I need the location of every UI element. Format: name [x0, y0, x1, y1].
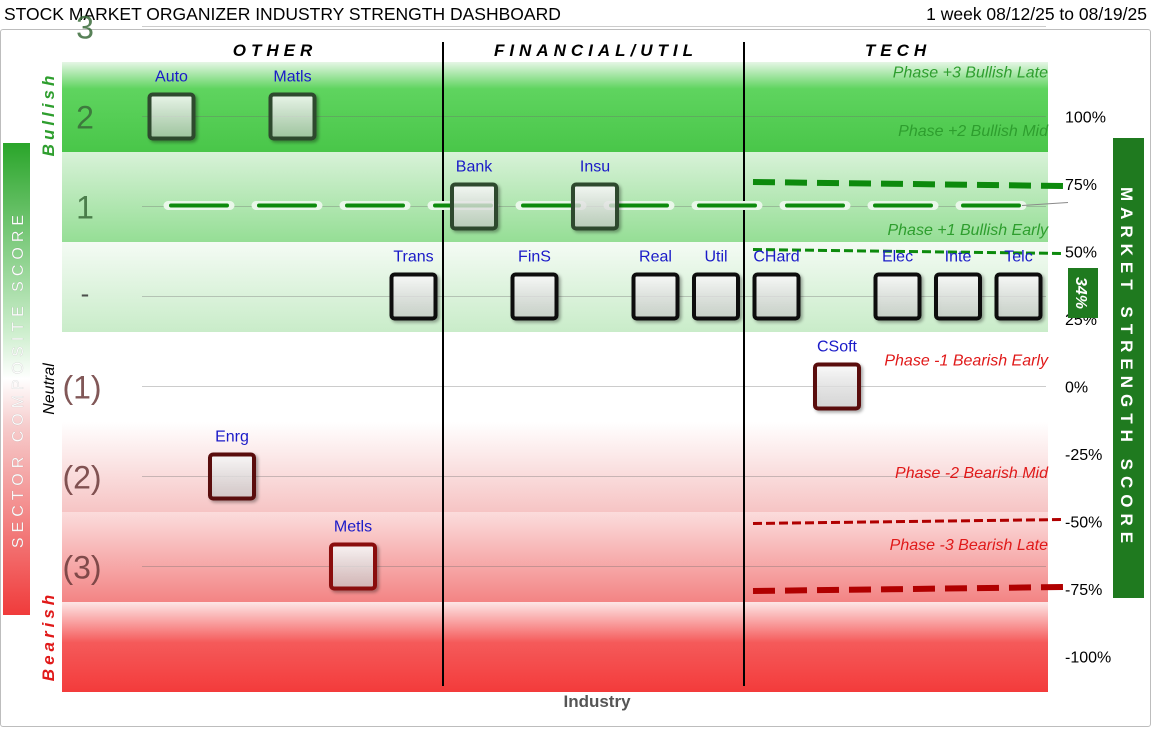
- industry-label-metls: Metls: [334, 519, 372, 536]
- phase-label-5: Phase -3 Bearish Late: [890, 537, 1048, 554]
- industry-box-telc[interactable]: [994, 272, 1043, 321]
- band-score-1: [62, 152, 1048, 242]
- right-tick-8: -100%: [1065, 650, 1111, 667]
- industry-label-matls: Matls: [273, 69, 311, 86]
- industry-label-enrg: Enrg: [215, 429, 249, 446]
- right-axis-bar: [1113, 138, 1144, 598]
- industry-label-telc: Telc: [1004, 249, 1032, 266]
- industry-box-csoft[interactable]: [813, 362, 861, 411]
- score-level-label-1: 2: [76, 100, 94, 136]
- right-tick-5: -25%: [1065, 447, 1102, 464]
- score-level-label-0: 3: [76, 10, 94, 46]
- group-header-0: OTHER: [233, 41, 318, 60]
- industry-box-matls[interactable]: [268, 92, 317, 141]
- right-tick-0: 100%: [1065, 110, 1106, 127]
- industry-box-util[interactable]: [692, 272, 740, 321]
- phase-label-2: Phase +1 Bullish Early: [887, 222, 1049, 239]
- industry-label-inte: Inte: [945, 249, 972, 266]
- industry-label-chard: CHard: [753, 249, 799, 266]
- right-tick-1: 75%: [1065, 177, 1097, 194]
- bullish-label: Bullish: [39, 72, 58, 157]
- market-strength-connector: [1021, 202, 1069, 206]
- right-tick-4: 0%: [1065, 380, 1088, 397]
- industry-label-trans: Trans: [393, 249, 433, 266]
- left-axis-bar: [3, 143, 30, 615]
- phase-label-4: Phase -2 Bearish Mid: [895, 465, 1049, 482]
- left-axis-title: SECTOR COMPOSITE SCORE: [10, 210, 27, 548]
- dashboard-title: STOCK MARKET ORGANIZER INDUSTRY STRENGTH…: [4, 4, 561, 24]
- industry-box-auto[interactable]: [147, 92, 196, 141]
- group-header-1: FINANCIAL/UTIL: [494, 41, 698, 60]
- industry-box-inte[interactable]: [934, 272, 982, 321]
- industry-box-fins[interactable]: [510, 272, 559, 321]
- score-level-label-6: (3): [62, 550, 101, 586]
- right-tick-6: -50%: [1065, 515, 1102, 532]
- threshold-line-3: [752, 584, 1065, 594]
- group-header-2: TECH: [865, 41, 931, 60]
- industry-label-fins: FinS: [518, 249, 551, 266]
- industry-label-util: Util: [704, 249, 727, 266]
- chart-frame: [0, 29, 1151, 727]
- industry-label-elec: Elec: [882, 249, 913, 266]
- industry-box-metls[interactable]: [329, 542, 377, 591]
- right-tick-2: 50%: [1065, 245, 1097, 262]
- threshold-line-0: [752, 179, 1065, 189]
- industry-box-trans[interactable]: [389, 272, 438, 321]
- score-level-label-5: (2): [62, 460, 101, 496]
- industry-box-real[interactable]: [631, 272, 680, 321]
- industry-box-elec[interactable]: [873, 272, 922, 321]
- industry-label-csoft: CSoft: [817, 339, 858, 356]
- band-score-0: [62, 62, 1048, 152]
- market-strength-value: 34%: [1072, 277, 1089, 309]
- phase-label-1: Phase +2 Bullish Mid: [898, 123, 1049, 140]
- right-tick-7: -75%: [1065, 582, 1102, 599]
- x-axis-label: Industry: [563, 692, 631, 711]
- right-axis-title: MARKET STRENGTH SCORE: [1117, 187, 1136, 549]
- industry-label-insu: Insu: [580, 159, 610, 176]
- industry-box-insu[interactable]: [571, 182, 619, 231]
- bearish-label: Bearish: [39, 591, 58, 681]
- industry-label-bank: Bank: [456, 159, 493, 176]
- phase-label-3: Phase -1 Bearish Early: [884, 353, 1049, 370]
- industry-box-chard[interactable]: [752, 272, 801, 321]
- phase-label-0: Phase +3 Bullish Late: [893, 65, 1048, 82]
- industry-label-auto: Auto: [155, 69, 188, 86]
- industry-box-bank[interactable]: [450, 182, 498, 231]
- market-strength-badge: [1068, 268, 1098, 318]
- score-level-label-2: 1: [76, 190, 94, 226]
- band-score-6: [62, 602, 1048, 692]
- industry-box-enrg[interactable]: [208, 452, 256, 501]
- score-level-label-4: (1): [62, 370, 101, 406]
- band-score-3: [62, 332, 1048, 422]
- score-level-label-3: -: [81, 279, 90, 309]
- date-range: 1 week 08/12/25 to 08/19/25: [926, 4, 1147, 24]
- industry-label-real: Real: [639, 249, 672, 266]
- neutral-label: Neutral: [41, 363, 58, 415]
